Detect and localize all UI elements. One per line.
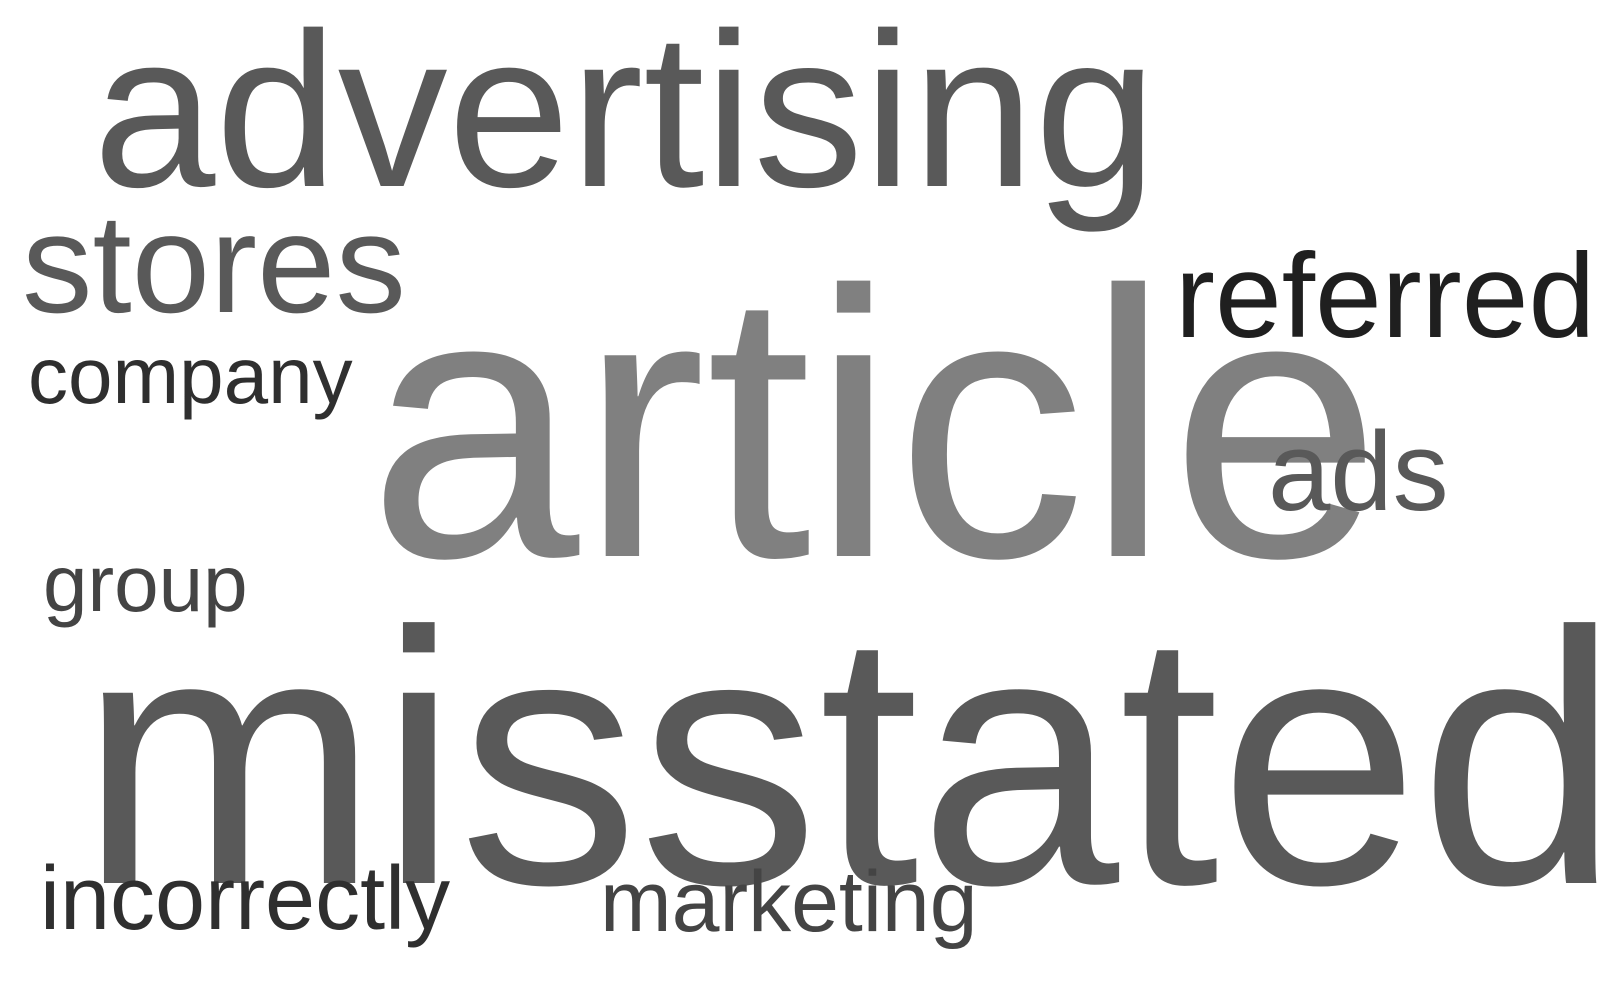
word-stores: stores [22,184,406,342]
word-referred: referred [1175,229,1596,363]
word-advertising: advertising [93,0,1157,233]
word-incorrectly: incorrectly [40,849,451,949]
word-marketing: marketing [600,854,978,950]
word-company: company [28,331,353,420]
word-article: article [368,212,1382,637]
word-misstated: misstated [79,558,1600,960]
word-ads: ads [1268,409,1449,534]
word-group: group [43,539,248,628]
